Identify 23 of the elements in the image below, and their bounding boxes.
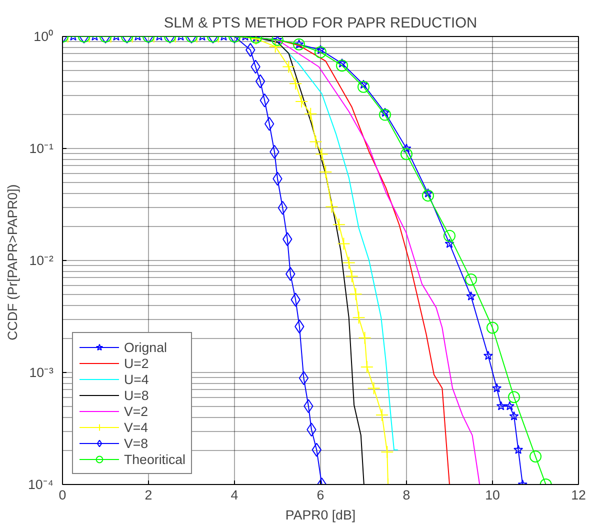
y-axis-title: CCDF (Pr[PAPR>PAPR0]) — [4, 184, 20, 340]
y-tick-label: 10⁻² — [29, 253, 54, 268]
legend-label: U=8 — [124, 387, 149, 403]
legend-label: U=2 — [124, 355, 149, 371]
legend-label: V=4 — [124, 419, 148, 435]
legend-label: V=2 — [124, 403, 148, 419]
x-tick-label: 0 — [58, 488, 66, 502]
y-tick-label: 10⁻¹ — [29, 141, 54, 156]
x-tick-label: 2 — [144, 488, 152, 502]
x-tick-label: 6 — [316, 488, 324, 502]
x-tick-label: 10 — [485, 488, 500, 502]
chart-title: SLM & PTS METHOD FOR PAPR REDUCTION — [164, 16, 478, 32]
x-tick-label: 8 — [402, 488, 410, 502]
legend-label: Theoritical — [124, 451, 186, 467]
y-tick-label: 10⁻³ — [29, 365, 54, 380]
y-tick-label: 10⁻⁴ — [28, 477, 54, 492]
y-tick-label: 10⁰ — [34, 29, 54, 44]
x-axis-title: PAPR0 [dB] — [285, 508, 356, 522]
x-tick-label: 4 — [230, 488, 239, 502]
legend-label: V=8 — [124, 435, 148, 451]
legend-label: U=4 — [124, 371, 149, 387]
legend-label: Orignal — [124, 339, 167, 355]
x-tick-label: 12 — [571, 488, 586, 502]
